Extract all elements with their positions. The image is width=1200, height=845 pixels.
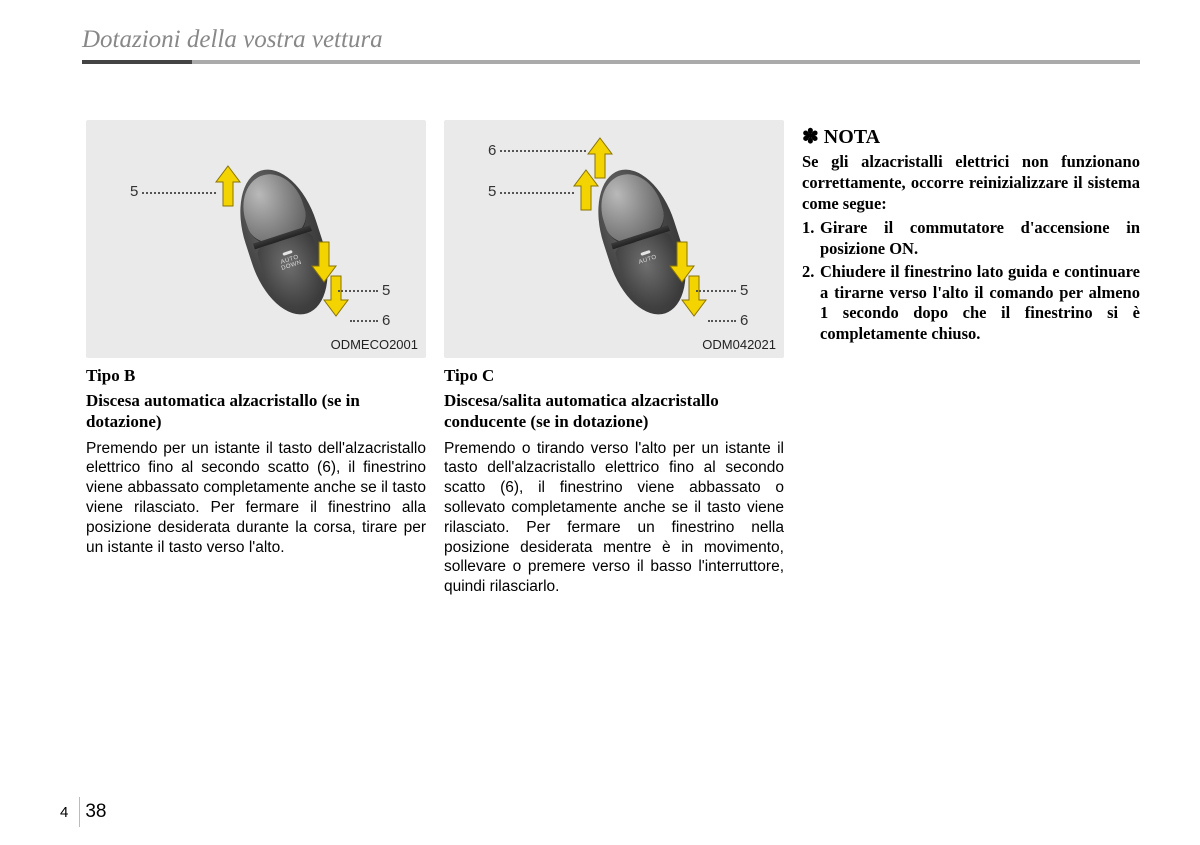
nota-step-2: 2.Chiudere il finestrino lato guida e co… bbox=[802, 262, 1140, 345]
figure-type-b: AUTO DOWN 5 5 6 ODMECO2001 bbox=[86, 120, 426, 358]
figure-code-c: ODM042021 bbox=[702, 337, 776, 352]
leader-dots bbox=[708, 320, 736, 322]
page-number: 38 bbox=[85, 801, 106, 823]
arrow-up-icon bbox=[584, 136, 616, 184]
leader-dots bbox=[142, 192, 216, 194]
section-number: 4 bbox=[60, 804, 68, 821]
leader-dots bbox=[350, 320, 378, 322]
header-rule bbox=[82, 60, 1140, 64]
arrow-up-icon bbox=[212, 164, 244, 212]
arrow-down-icon bbox=[320, 272, 352, 320]
callout-5-down: 5 bbox=[382, 282, 390, 299]
leader-dots bbox=[696, 290, 736, 292]
figure-code-b: ODMECO2001 bbox=[331, 337, 418, 352]
callout-5-up: 5 bbox=[488, 183, 496, 200]
type-b-label: Tipo B bbox=[86, 366, 426, 386]
page-footer: 4 38 bbox=[60, 797, 106, 827]
callout-6-down: 6 bbox=[740, 312, 748, 329]
nota-step-1: 1.Girare il commutatore d'accensione in … bbox=[802, 218, 1140, 260]
callout-5-up: 5 bbox=[130, 183, 138, 200]
callout-6-down: 6 bbox=[382, 312, 390, 329]
type-c-label: Tipo C bbox=[444, 366, 784, 386]
section-title: Dotazioni della vostra vettura bbox=[82, 26, 1140, 60]
page-header: Dotazioni della vostra vettura bbox=[82, 26, 1140, 64]
type-b-body: Premendo per un istante il tasto dell'al… bbox=[86, 439, 426, 558]
type-c-subtitle: Discesa/salita automatica alzacristallo … bbox=[444, 390, 784, 433]
callout-6-up: 6 bbox=[488, 142, 496, 159]
leader-dots bbox=[338, 290, 378, 292]
content-columns: AUTO DOWN 5 5 6 ODMECO2001 Tipo B Disces… bbox=[86, 120, 1140, 597]
leader-dots bbox=[500, 192, 574, 194]
nota-steps: 1.Girare il commutatore d'accensione in … bbox=[802, 218, 1140, 345]
leader-dots bbox=[500, 150, 586, 152]
nota-column: ✽ NOTA Se gli alzacristalli elettrici no… bbox=[802, 120, 1140, 597]
type-b-subtitle: Discesa automatica alzacristallo (se in … bbox=[86, 390, 426, 433]
column-type-c: AUTO 5 6 5 6 ODM042021 bbox=[444, 120, 784, 597]
nota-intro: Se gli alzacristalli elettrici non funzi… bbox=[802, 152, 1140, 214]
arrow-down-icon bbox=[678, 272, 710, 320]
type-c-body: Premendo o tirando verso l'alto per un i… bbox=[444, 439, 784, 598]
column-type-b: AUTO DOWN 5 5 6 ODMECO2001 Tipo B Disces… bbox=[86, 120, 426, 597]
nota-title: ✽ NOTA bbox=[802, 124, 1140, 149]
callout-5-down: 5 bbox=[740, 282, 748, 299]
footer-separator bbox=[79, 797, 80, 827]
figure-type-c: AUTO 5 6 5 6 ODM042021 bbox=[444, 120, 784, 358]
